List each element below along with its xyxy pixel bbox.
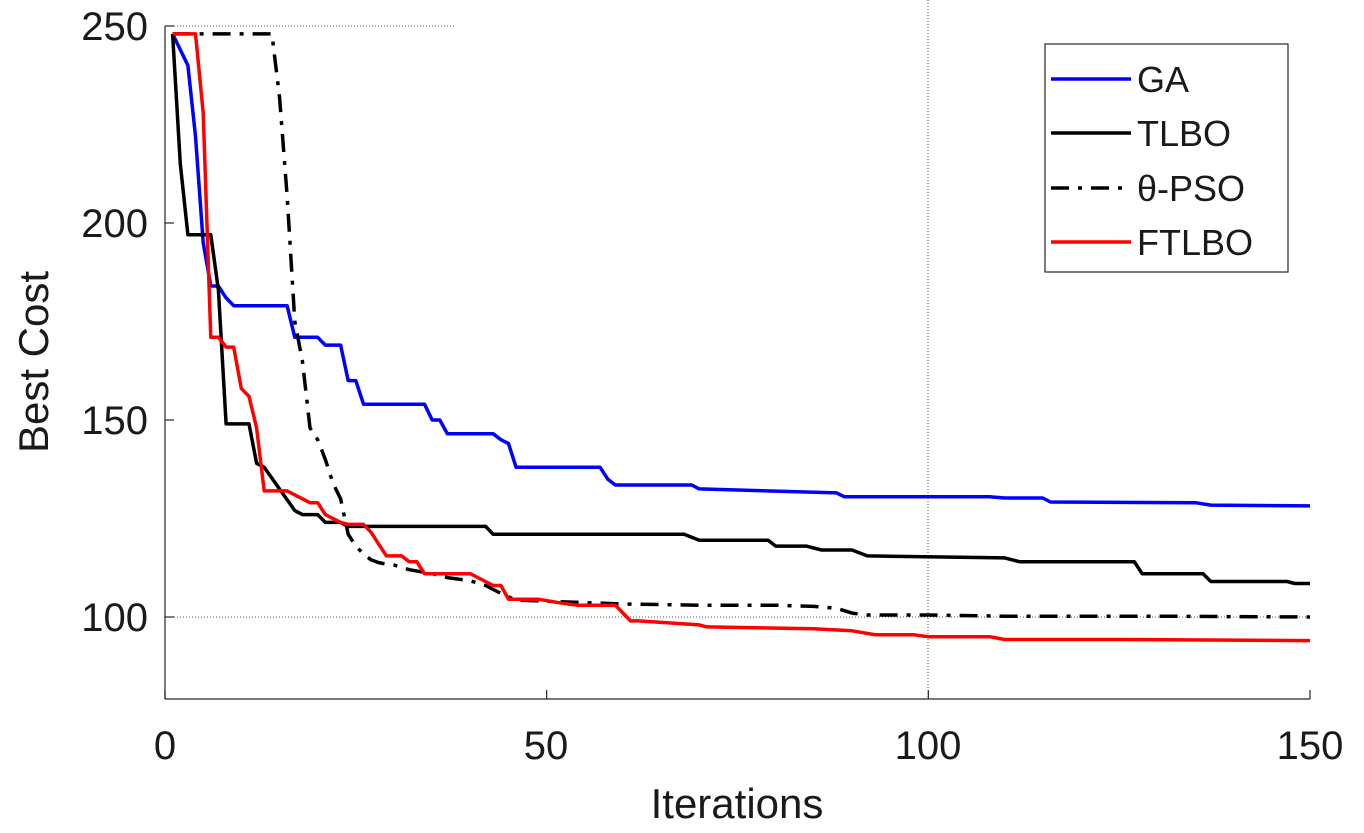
x-tick-label-100: 100	[895, 724, 962, 768]
y-tick-label-250: 250	[81, 5, 148, 49]
legend: GA TLBO θ-PSO FTLBO	[1044, 43, 1289, 273]
series-line-theta-pso	[172, 32, 1311, 619]
series-line-ftlbo	[172, 32, 1311, 643]
x-axis-label: Iterations	[651, 780, 824, 827]
y-tick-label-150: 150	[81, 399, 148, 443]
series-line-tlbo	[170, 33, 1310, 586]
y-axis-label: Best Cost	[10, 271, 57, 453]
legend-label-ftlbo: FTLBO	[1137, 222, 1253, 263]
series-line-ga	[171, 33, 1311, 508]
legend-box	[1044, 43, 1289, 273]
legend-label-tlbo: TLBO	[1137, 113, 1231, 154]
axis-ticks	[164, 25, 1311, 699]
y-tick-label-200: 200	[81, 202, 148, 246]
series-layer	[170, 32, 1311, 643]
legend-label-ga: GA	[1137, 59, 1189, 100]
legend-label-theta-pso: θ-PSO	[1137, 168, 1245, 209]
x-tick-label-50: 50	[524, 724, 569, 768]
y-tick-label-100: 100	[81, 596, 148, 640]
x-tick-label-150: 150	[1277, 724, 1344, 768]
x-tick-label-0: 0	[154, 724, 176, 768]
